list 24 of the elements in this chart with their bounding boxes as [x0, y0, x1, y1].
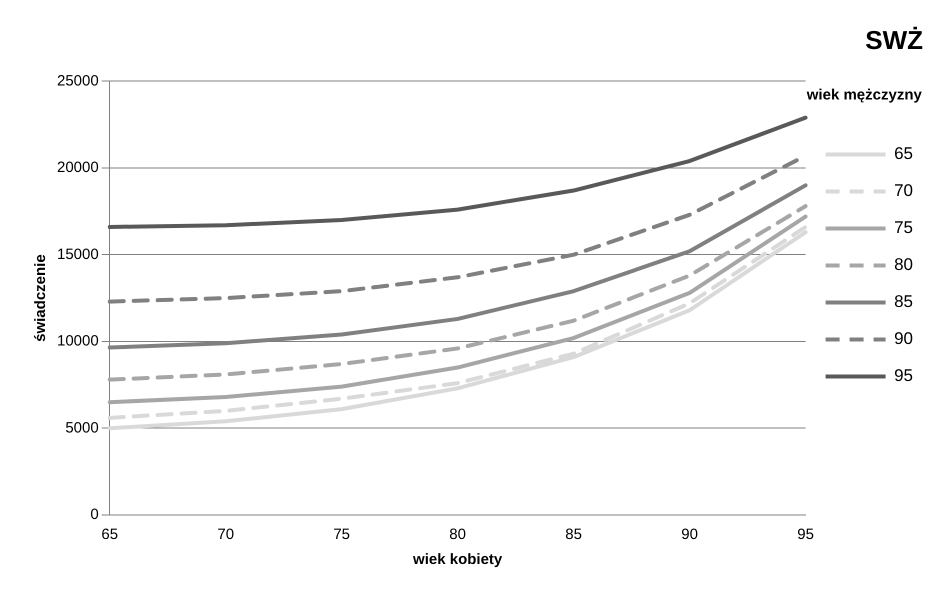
legend-label: 65	[894, 144, 914, 164]
text: SWŻ	[865, 24, 924, 55]
y-tick-label: 10000	[56, 332, 99, 350]
legend-title: wiek mężczyzny	[806, 86, 922, 104]
legend-label: 90	[894, 329, 914, 348]
y-tick-label: 15000	[56, 246, 99, 263]
legend-label: 70	[894, 181, 914, 200]
y-tick-label: 20000	[56, 159, 99, 176]
legend-label: 80	[894, 255, 914, 274]
x-tick-label: 90	[681, 526, 698, 544]
x-tick-label: 80	[449, 526, 466, 544]
legend-label: 85	[894, 292, 914, 312]
x-tick-label: 85	[565, 526, 582, 544]
x-tick-label: 95	[797, 526, 814, 544]
y-tick-label: 5000	[65, 419, 99, 436]
legend-label: 75	[894, 218, 914, 238]
x-tick-label: 75	[333, 526, 350, 544]
y-tick-label: 0	[90, 506, 99, 524]
legend-label: 95	[894, 366, 914, 386]
x-axis-title: wiek kobiety	[412, 551, 503, 568]
y-axis-title: świadczenie	[32, 254, 50, 342]
x-tick-label: 70	[217, 526, 234, 544]
y-tick-label: 25000	[56, 72, 99, 90]
x-tick-label: 65	[101, 526, 118, 544]
